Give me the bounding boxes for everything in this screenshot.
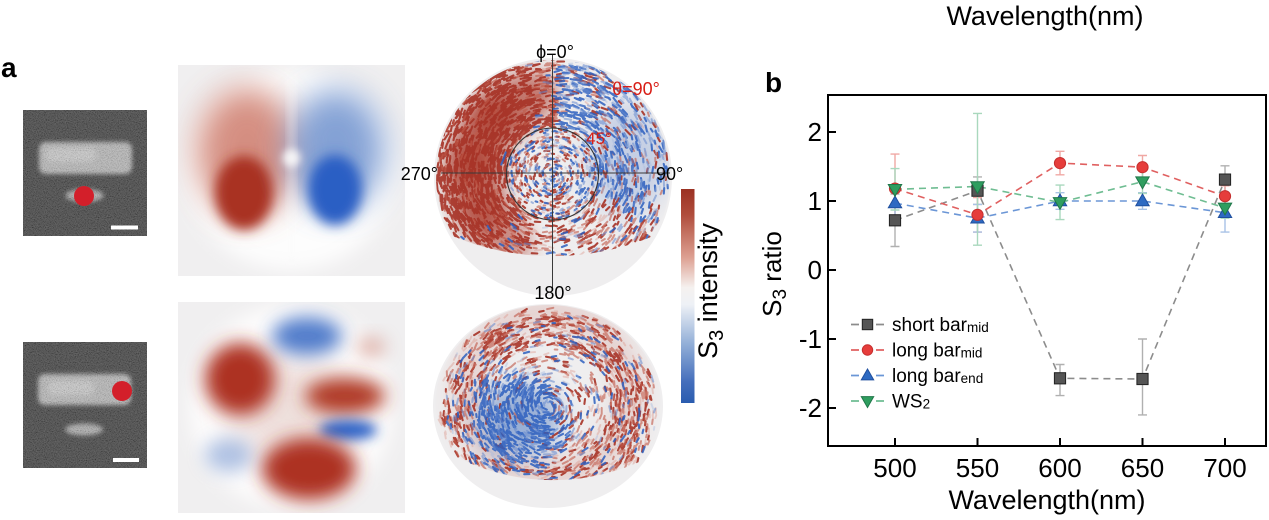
svg-text:WS2: WS2: [892, 392, 930, 413]
svg-text:45°: 45°: [586, 129, 612, 148]
svg-text:long barend: long barend: [892, 366, 983, 387]
svg-text:short barmid: short barmid: [892, 315, 989, 336]
svg-text:a: a: [1, 52, 17, 83]
svg-text:500: 500: [873, 453, 916, 483]
svg-text:-2: -2: [799, 393, 822, 423]
svg-text:b: b: [765, 67, 782, 98]
svg-text:700: 700: [1203, 453, 1246, 483]
svg-text:ϕ=0°: ϕ=0°: [536, 42, 574, 62]
svg-text:180°: 180°: [534, 283, 571, 303]
svg-text:90°: 90°: [656, 164, 683, 184]
svg-text:S3 intensity: S3 intensity: [693, 223, 728, 359]
svg-text:Wavelength(nm): Wavelength(nm): [946, 1, 1143, 31]
svg-text:600: 600: [1038, 453, 1081, 483]
svg-text:0: 0: [808, 255, 822, 285]
svg-text:long barmid: long barmid: [892, 341, 982, 362]
svg-text:S3 ratio: S3 ratio: [757, 231, 791, 317]
svg-text:Wavelength(nm): Wavelength(nm): [948, 485, 1145, 515]
svg-text:650: 650: [1121, 453, 1164, 483]
svg-text:550: 550: [956, 453, 999, 483]
svg-text:θ=90°: θ=90°: [612, 79, 660, 99]
svg-text:1: 1: [808, 186, 822, 216]
svg-text:2: 2: [808, 117, 822, 147]
svg-text:-1: -1: [799, 324, 822, 354]
svg-text:270°: 270°: [401, 164, 438, 184]
